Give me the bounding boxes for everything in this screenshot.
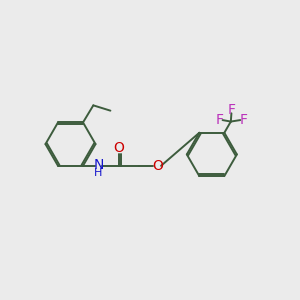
- Text: O: O: [113, 141, 124, 155]
- Text: N: N: [93, 158, 104, 172]
- Text: F: F: [239, 113, 247, 127]
- Text: H: H: [94, 168, 103, 178]
- Text: F: F: [216, 113, 224, 127]
- Text: O: O: [152, 159, 163, 173]
- Text: F: F: [227, 103, 236, 117]
